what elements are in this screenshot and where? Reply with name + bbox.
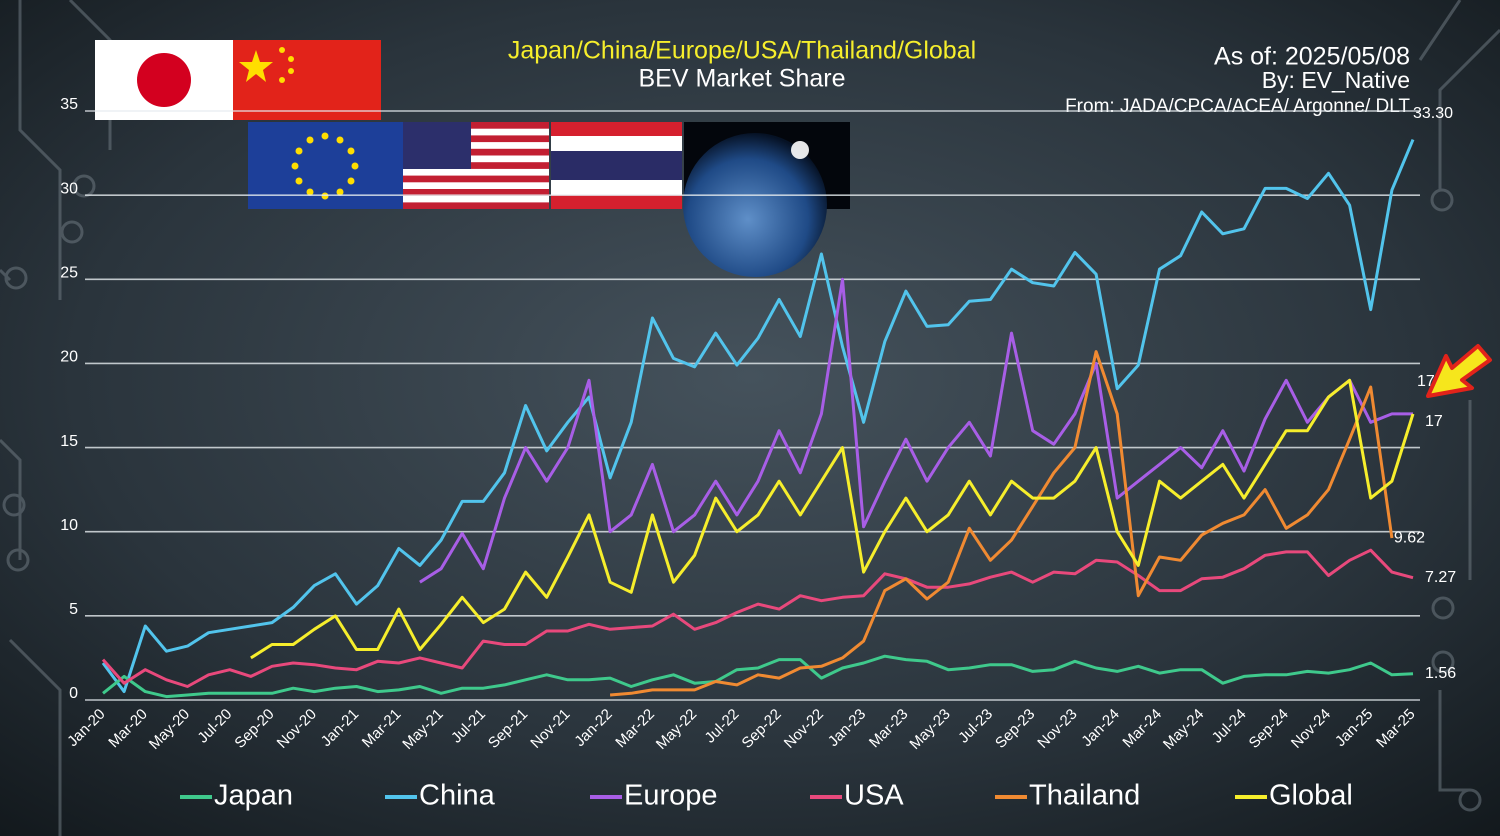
chart-title: Japan/China/Europe/USA/Thailand/Global — [508, 37, 976, 65]
y-tick-label: 25 — [60, 265, 78, 282]
end-value-label: 1.56 — [1425, 665, 1456, 682]
series-line — [419, 277, 1413, 584]
end-value-label: 7.27 — [1425, 569, 1456, 586]
legend-label: USA — [844, 780, 904, 812]
series-line — [250, 378, 1415, 660]
y-tick-label: 15 — [60, 433, 78, 450]
chart-subtitle: BEV Market Share — [638, 65, 845, 93]
annotation-date: As of: 2025/05/08 — [1214, 43, 1410, 71]
y-tick-label: 20 — [60, 349, 78, 366]
annotation-source: From: JADA/CPCA/ACEA/ Argonne/ DLT — [1065, 96, 1410, 117]
legend-label: Japan — [214, 780, 293, 812]
flag-usa — [403, 122, 549, 209]
legend: Japan China Europe USA Thailand Global — [180, 780, 1353, 812]
legend-label: Europe — [624, 780, 718, 812]
legend-label: China — [419, 780, 496, 812]
legend-label: Thailand — [1029, 780, 1140, 812]
end-value-label: 33.30 — [1413, 105, 1453, 122]
y-tick-label: 5 — [69, 601, 78, 618]
legend-label: Global — [1269, 780, 1353, 812]
y-tick-label: 30 — [60, 180, 78, 197]
y-tick-label: 35 — [60, 96, 78, 113]
pointer-arrow — [1426, 344, 1492, 398]
flag-japan — [95, 40, 233, 120]
series-line — [609, 350, 1394, 697]
end-value-label: 17 — [1417, 373, 1435, 390]
flag-thailand — [551, 122, 682, 209]
y-tick-label: 0 — [69, 685, 78, 702]
series-line — [102, 654, 1414, 699]
y-tick-label: 10 — [60, 517, 78, 534]
annotation-author: By: EV_Native — [1262, 67, 1410, 93]
flag-china — [233, 40, 381, 120]
end-value-label: 9.62 — [1394, 529, 1425, 546]
flag-eu — [248, 122, 403, 209]
series-line — [101, 139, 1415, 694]
series-line — [101, 548, 1414, 688]
end-value-label: 17 — [1425, 413, 1443, 430]
